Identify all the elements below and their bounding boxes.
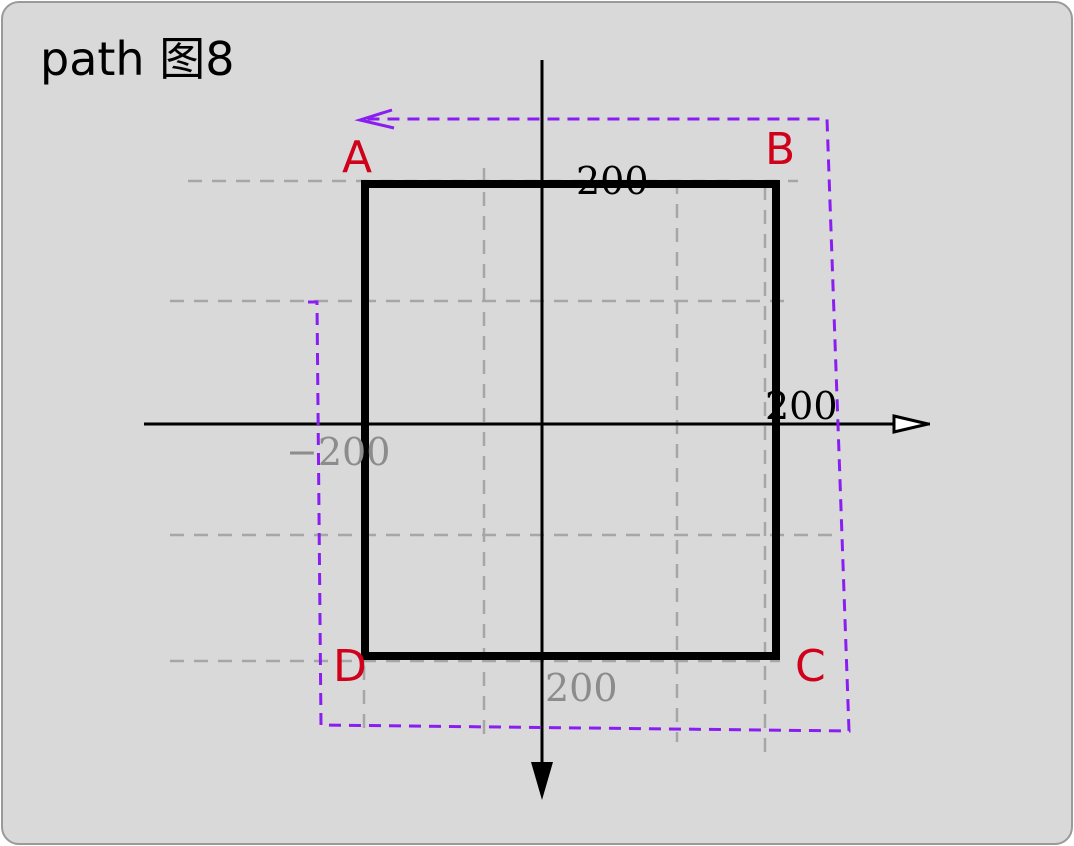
tick-label-left: −200 [286,430,390,474]
corner-label-a: A [342,132,372,183]
rectangle-abcd [361,180,780,660]
tick-label-top: 200 [576,159,649,203]
diagram-title: path 图8 [40,32,235,86]
traced-path-arrowhead [354,108,395,130]
tick-label-bottom: 200 [545,666,618,710]
grid [170,168,840,752]
traced-path-outline [308,117,851,733]
tick-label-right: 200 [765,384,838,428]
corner-label-b: B [765,124,795,175]
corner-label-d: D [333,641,367,692]
corner-label-c: C [795,641,826,692]
y-axis-arrowhead [531,762,553,800]
